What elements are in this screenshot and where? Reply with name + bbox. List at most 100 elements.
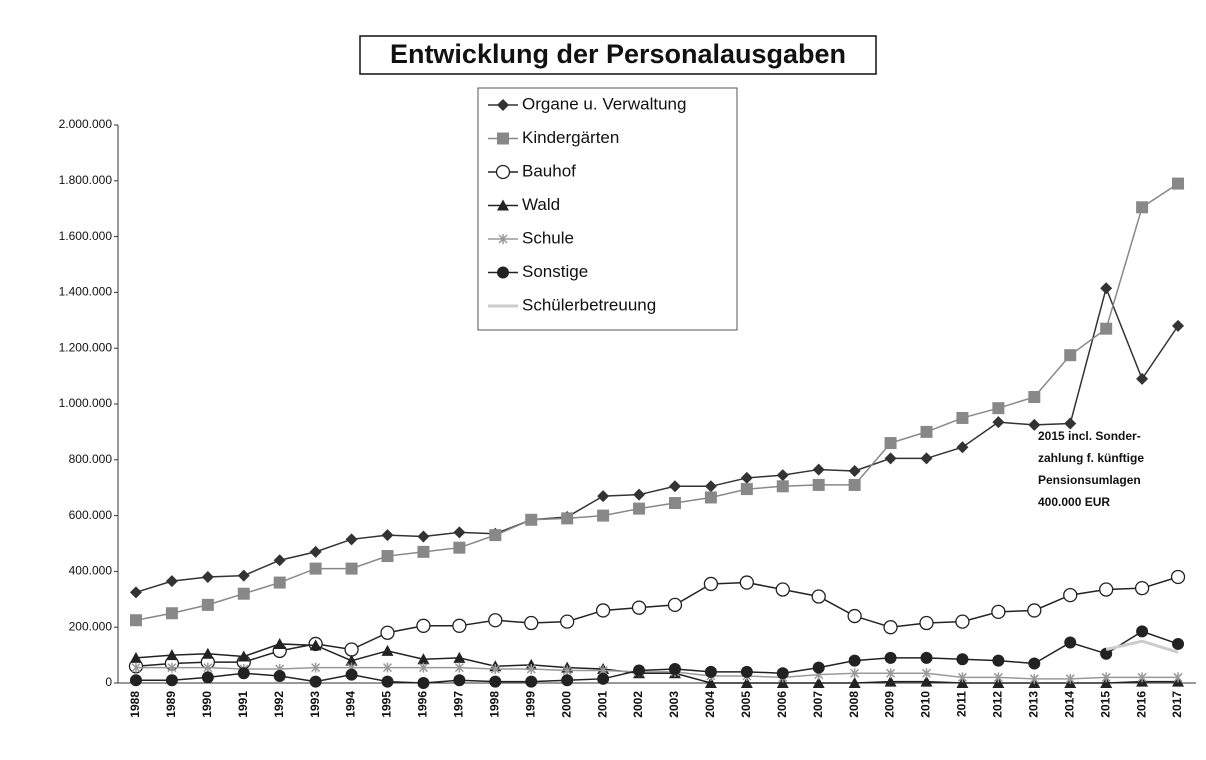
- data-point: [1028, 657, 1041, 670]
- data-point: [129, 651, 142, 663]
- data-point: [956, 677, 969, 688]
- data-point: [237, 650, 250, 662]
- data-point: [1172, 177, 1185, 190]
- data-point: [273, 576, 286, 589]
- data-point: [848, 677, 861, 688]
- data-point: [631, 600, 647, 615]
- data-point: [1136, 625, 1149, 638]
- data-point: [1027, 603, 1042, 618]
- annotation: 400.000 EUR: [1038, 495, 1110, 509]
- y-tick-label: 400.000: [69, 564, 113, 578]
- x-tick-label: 2016: [1134, 691, 1148, 718]
- data-point: [165, 649, 178, 661]
- y-tick-label: 1.000.000: [59, 396, 113, 410]
- data-point: [740, 471, 753, 484]
- data-point: [165, 575, 178, 588]
- data-point: [1064, 417, 1077, 430]
- data-point: [668, 497, 681, 510]
- data-point: [417, 677, 430, 689]
- data-point: [273, 670, 286, 683]
- data-point: [812, 478, 825, 491]
- x-tick-label: 2011: [955, 691, 969, 717]
- data-point: [668, 663, 681, 676]
- data-point: [919, 615, 934, 631]
- data-point: [848, 464, 861, 477]
- data-point: [633, 488, 646, 501]
- data-point: [1100, 647, 1113, 660]
- data-point: [417, 545, 430, 558]
- data-point: [237, 667, 250, 680]
- data-point: [382, 662, 393, 673]
- data-point: [311, 662, 321, 673]
- data-point: [776, 469, 789, 482]
- data-point: [1137, 672, 1147, 683]
- data-point: [739, 575, 754, 590]
- data-point: [668, 480, 681, 493]
- y-tick-label: 0: [105, 675, 112, 689]
- series-line: [135, 285, 1179, 594]
- data-point: [776, 677, 789, 688]
- x-tick-label: 1990: [200, 691, 214, 718]
- data-point: [597, 490, 610, 503]
- data-point: [1063, 587, 1078, 603]
- data-point: [526, 664, 536, 675]
- data-point: [956, 411, 969, 424]
- data-point: [920, 425, 933, 438]
- data-point: [667, 597, 683, 613]
- legend-label: Sonstige: [522, 262, 588, 281]
- data-point: [703, 576, 719, 592]
- data-point: [1136, 201, 1149, 214]
- data-point: [992, 416, 1005, 429]
- data-point: [811, 589, 826, 604]
- legend-marker: [497, 132, 509, 145]
- series-line: [135, 630, 1179, 684]
- data-point: [417, 530, 430, 543]
- data-point: [525, 675, 538, 688]
- x-tick-label: 1989: [164, 691, 178, 718]
- data-point: [381, 550, 394, 563]
- data-point: [381, 529, 394, 542]
- x-tick-label: 2015: [1098, 691, 1112, 718]
- data-point: [165, 674, 178, 687]
- series-line: [1105, 639, 1179, 654]
- legend-label: Bauhof: [522, 161, 576, 180]
- data-point: [345, 533, 358, 546]
- x-tick-label: 2003: [667, 691, 681, 718]
- x-tick-label: 2012: [991, 691, 1005, 718]
- data-point: [525, 513, 538, 526]
- legend-label: Schule: [522, 228, 574, 247]
- data-point: [1134, 580, 1150, 596]
- data-point: [920, 651, 933, 664]
- chart-title: Entwicklung der Personalausgaben: [390, 39, 846, 69]
- annotation: 2015 incl. Sonder-: [1038, 429, 1141, 443]
- data-point: [1173, 672, 1183, 683]
- data-point: [597, 672, 610, 685]
- x-tick-label: 2004: [703, 691, 717, 718]
- data-point: [453, 526, 466, 539]
- data-point: [344, 642, 359, 657]
- data-point: [129, 586, 142, 599]
- data-point: [883, 620, 898, 635]
- data-point: [847, 608, 862, 624]
- data-point: [453, 674, 466, 687]
- y-tick-label: 1.400.000: [59, 285, 113, 299]
- data-point: [740, 677, 753, 688]
- data-point: [1064, 636, 1077, 649]
- x-tick-label: 1999: [523, 691, 537, 718]
- data-point: [165, 607, 178, 620]
- y-tick-label: 2.000.000: [59, 117, 113, 131]
- data-point: [560, 614, 575, 629]
- x-tick-label: 1997: [452, 691, 466, 718]
- data-point: [1172, 319, 1185, 332]
- data-point: [704, 491, 717, 504]
- data-point: [884, 651, 897, 664]
- data-point: [453, 651, 466, 663]
- data-point: [273, 554, 286, 567]
- data-point: [704, 665, 717, 678]
- data-point: [309, 675, 322, 688]
- data-point: [489, 675, 502, 688]
- data-point: [273, 637, 286, 649]
- data-point: [633, 664, 646, 677]
- data-point: [1101, 672, 1111, 683]
